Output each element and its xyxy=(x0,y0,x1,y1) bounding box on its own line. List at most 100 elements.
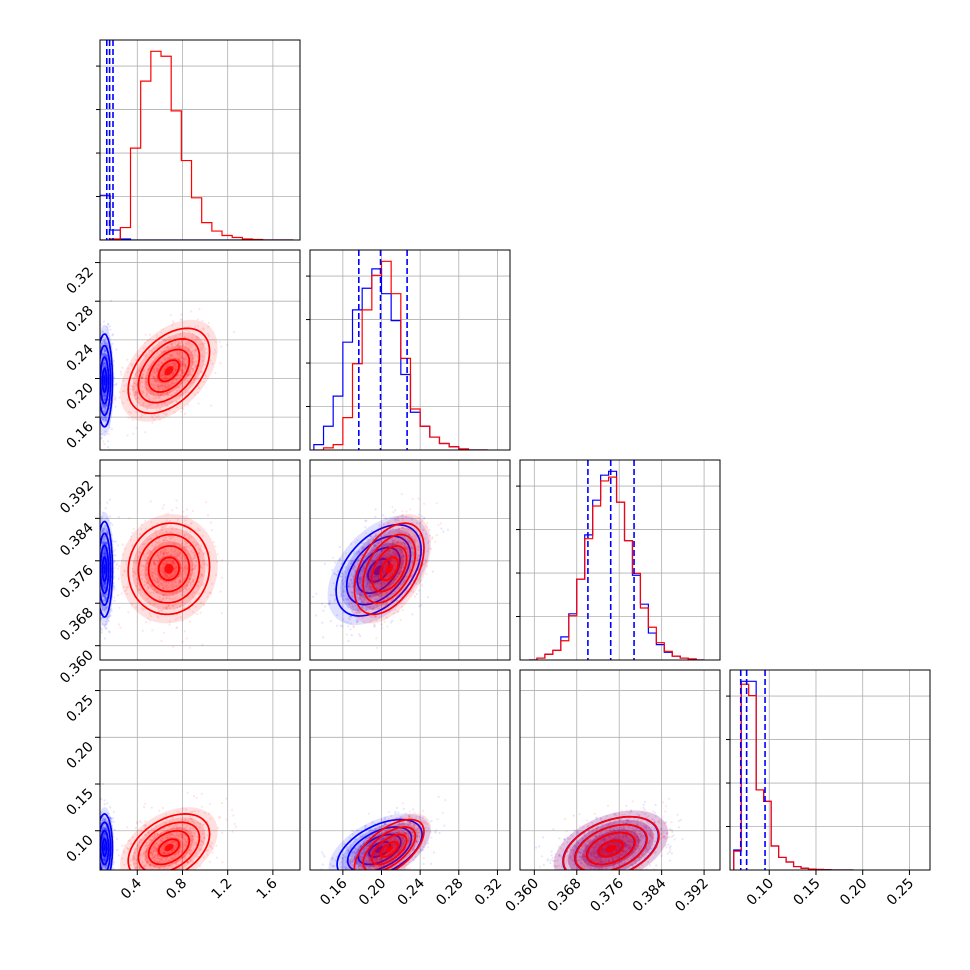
scatter-point xyxy=(189,310,193,313)
scatter-point xyxy=(103,553,106,556)
scatter-point xyxy=(150,583,153,586)
scatter-point xyxy=(104,584,107,587)
scatter-point xyxy=(175,626,178,630)
scatter-point xyxy=(183,361,186,364)
scatter-point xyxy=(153,368,156,371)
scatter-point xyxy=(164,582,168,585)
scatter-point xyxy=(153,572,156,575)
scatter-point xyxy=(158,598,161,601)
scatter-point xyxy=(103,582,106,585)
scatter-point xyxy=(334,561,337,564)
scatter-point xyxy=(358,578,361,581)
scatter-point xyxy=(96,596,98,598)
scatter-point xyxy=(373,544,376,547)
scatter-point xyxy=(112,360,115,363)
scatter-point xyxy=(103,595,106,598)
panel-frame xyxy=(99,39,301,241)
scatter-point xyxy=(179,333,182,336)
scatter-point xyxy=(104,396,107,399)
scatter-point xyxy=(135,606,138,609)
scatter-point xyxy=(347,598,350,601)
scatter-point xyxy=(104,586,107,589)
scatter-point xyxy=(141,543,145,546)
scatter-point xyxy=(205,563,208,566)
scatter-point xyxy=(166,357,169,360)
scatter-point xyxy=(102,584,105,587)
scatter-point xyxy=(135,397,138,400)
scatter-point xyxy=(142,372,145,375)
scatter-point xyxy=(143,542,146,546)
scatter-point xyxy=(161,532,164,535)
scatter-point xyxy=(166,573,169,576)
contour-blue xyxy=(101,367,108,393)
scatter-point xyxy=(193,362,196,365)
scatter-point xyxy=(194,349,197,352)
scatter-point xyxy=(139,416,142,419)
scatter-point xyxy=(197,402,200,405)
scatter-point xyxy=(173,562,176,565)
scatter-point xyxy=(101,606,104,609)
scatter-point xyxy=(196,613,199,616)
scatter-point xyxy=(123,384,126,387)
scatter-point xyxy=(175,400,178,403)
scatter-point xyxy=(104,586,107,589)
scatter-point xyxy=(193,393,196,396)
scatter-point xyxy=(152,375,155,378)
scatter-point xyxy=(159,394,162,397)
scatter-point xyxy=(376,586,379,590)
scatter-point xyxy=(104,541,107,544)
scatter-point xyxy=(347,585,350,588)
scatter-point xyxy=(113,397,116,400)
scatter-point xyxy=(164,548,167,552)
scatter-point xyxy=(131,567,134,571)
scatter-point xyxy=(201,359,204,362)
scatter-point xyxy=(192,369,195,373)
scatter-point xyxy=(175,381,178,384)
scatter-point xyxy=(104,612,107,615)
scatter-point xyxy=(180,372,184,375)
scatter-point xyxy=(165,346,168,349)
scatter-point xyxy=(150,574,153,577)
scatter-point xyxy=(158,557,161,560)
scatter-point xyxy=(107,433,110,436)
scatter-point xyxy=(361,542,364,545)
scatter-point xyxy=(145,391,148,394)
scatter-point xyxy=(426,521,429,525)
scatter-point xyxy=(171,324,174,327)
scatter-point xyxy=(104,406,107,410)
scatter-point xyxy=(103,350,106,353)
scatter-point xyxy=(346,598,349,601)
scatter-point xyxy=(162,567,165,570)
scatter-point xyxy=(351,594,354,598)
scatter-point xyxy=(181,342,184,346)
scatter-point xyxy=(126,398,129,401)
scatter-point xyxy=(149,392,152,395)
scatter-point xyxy=(345,572,348,575)
scatter-point xyxy=(352,609,355,612)
scatter-point xyxy=(201,566,204,570)
scatter-point xyxy=(177,340,180,343)
scatter-point xyxy=(387,552,390,556)
scatter-point xyxy=(162,586,165,589)
scatter-point xyxy=(152,563,155,566)
scatter-point xyxy=(160,384,164,387)
scatter-point xyxy=(146,617,150,620)
scatter-point xyxy=(102,549,105,552)
scatter-point xyxy=(116,562,119,565)
scatter-point xyxy=(372,606,376,609)
scatter-point xyxy=(129,393,133,396)
scatter-point xyxy=(168,363,171,366)
scatter-point xyxy=(103,416,106,419)
scatter-point xyxy=(193,356,196,359)
scatter-point xyxy=(169,534,173,538)
scatter-point xyxy=(151,576,154,579)
scatter-point xyxy=(156,385,159,388)
scatter-point xyxy=(126,371,129,374)
scatter-point xyxy=(104,542,107,545)
scatter-point xyxy=(169,343,173,346)
scatter-point xyxy=(170,553,173,556)
scatter-point xyxy=(179,363,182,366)
scatter-point xyxy=(174,568,177,571)
scatter-point xyxy=(105,542,108,545)
scatter-point xyxy=(113,377,116,380)
